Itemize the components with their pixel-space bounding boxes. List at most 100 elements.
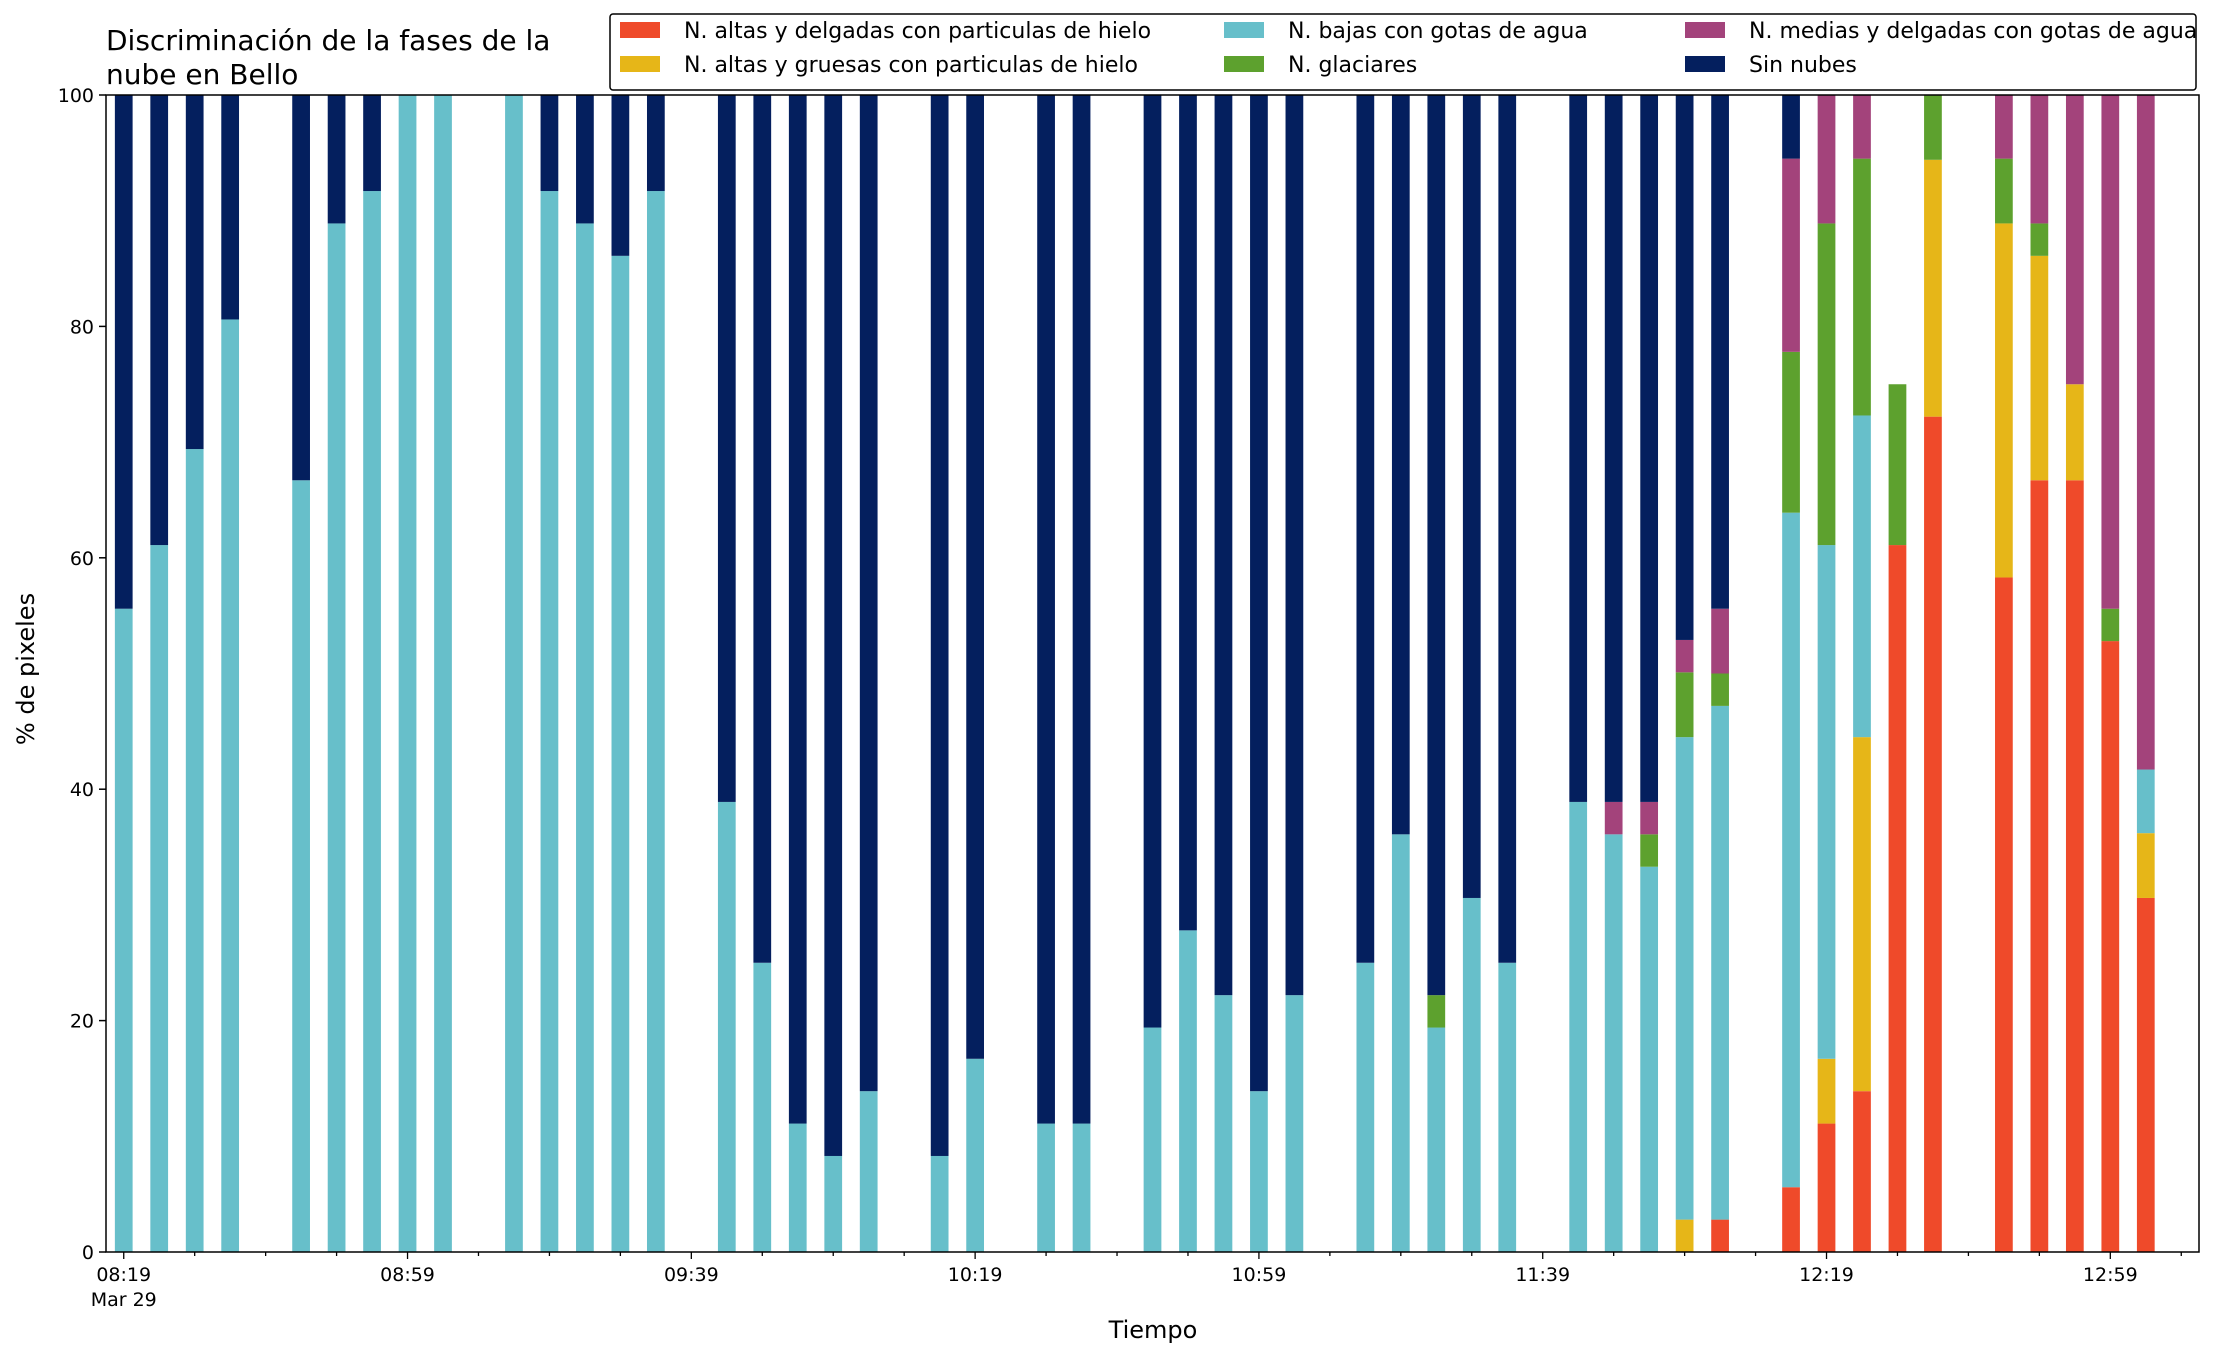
x-tick-label: 12:19: [1799, 1264, 1854, 1286]
bar-10:09: [540, 95, 559, 1252]
bar-segment-16:19-1: [1817, 1058, 1836, 1124]
bar-segment-17:29-3: [2101, 608, 2120, 642]
bar-16:34: [1924, 95, 1942, 1252]
bar-08:24: [150, 95, 169, 1252]
legend-label: N. bajas con gotas de agua: [1288, 19, 1588, 44]
bar-15:24: [1640, 95, 1659, 1252]
bar-11:09: [824, 95, 843, 1252]
bar-segment-17:34-4: [2136, 95, 2155, 770]
bar-segment-16:14-5: [1782, 95, 1800, 159]
bar-09:14: [363, 95, 381, 1252]
bar-segment-12:44-2: [1072, 1123, 1091, 1252]
bar-segment-08:24-2: [150, 545, 169, 1252]
bar-segment-11:09-5: [824, 95, 843, 1156]
bar-segment-11:54-5: [930, 95, 949, 1156]
bar-segment-14:14-2: [1356, 962, 1375, 1252]
bar-09:09: [327, 95, 346, 1253]
x-axis: 08:19 08:59 09:39 10:19 10:59 11:39 12:19 12:59…: [91, 1252, 2182, 1311]
bar-segment-15:29-3: [1675, 672, 1694, 738]
bar-segment-09:14-5: [363, 95, 381, 192]
bar-segment-15:34-2: [1711, 705, 1729, 1220]
y-tick-label: 80: [70, 316, 94, 338]
bar-segment-09:04-5: [292, 95, 310, 481]
x-tick-label: 08:59: [380, 1264, 435, 1286]
bar-12:44: [1072, 95, 1091, 1252]
bar-segment-17:19-4: [2030, 95, 2049, 224]
bar-segment-11:04-2: [788, 1123, 807, 1252]
x-date-label: Mar 29: [91, 1289, 157, 1311]
bar-segment-15:34-0: [1711, 1219, 1729, 1252]
bar-segment-15:24-3: [1640, 834, 1659, 867]
bar-segment-17:19-1: [2030, 255, 2049, 481]
y-axis-title: % de pixeles: [12, 593, 40, 745]
bar-segment-13:34-2: [1285, 995, 1304, 1252]
legend-item: N. glaciares: [1224, 53, 1417, 78]
legend-swatch: [620, 22, 660, 38]
bar-segment-15:29-5: [1675, 95, 1694, 640]
bar-16:24: [1853, 95, 1871, 1252]
bar-10:14: [576, 95, 594, 1253]
bar-segment-10:09-5: [540, 95, 559, 192]
y-tick-label: 100: [58, 85, 94, 107]
bar-13:29: [1250, 95, 1268, 1252]
bar-segment-11:59-2: [966, 1058, 984, 1252]
y-tick-label: 60: [70, 548, 94, 570]
bar-segment-13:24-2: [1214, 995, 1233, 1252]
bar-segment-14:29-5: [1462, 95, 1481, 898]
bar-segment-10:09-2: [540, 191, 559, 1252]
legend-swatch: [1685, 56, 1725, 72]
bar-segment-14:34-5: [1498, 95, 1517, 963]
bar-segment-11:54-2: [930, 1155, 949, 1252]
legend-swatch: [1224, 56, 1264, 72]
bar-segment-16:24-0: [1853, 1091, 1871, 1252]
bar-segment-17:14-0: [1995, 577, 2013, 1252]
bar-segment-14:29-2: [1462, 897, 1481, 1252]
bar-17:34: [2136, 95, 2155, 1252]
bar-segment-16:14-3: [1782, 351, 1800, 513]
legend-item: N. medias y delgadas con gotas de agua: [1685, 19, 2197, 44]
bar-segment-15:34-5: [1711, 95, 1729, 609]
bar-segment-15:24-4: [1640, 801, 1659, 835]
bar-segment-13:34-5: [1285, 95, 1304, 996]
bar-11:54: [930, 95, 949, 1252]
bar-segment-10:14-2: [576, 223, 594, 1253]
bar-segment-12:44-5: [1072, 95, 1091, 1124]
bar-segment-17:24-0: [2065, 480, 2084, 1252]
bar-11:04: [788, 95, 807, 1252]
bar-14:29: [1462, 95, 1481, 1252]
y-tick-label: 20: [70, 1011, 94, 1033]
bar-segment-09:09-5: [327, 95, 346, 224]
bar-segment-09:09-2: [327, 223, 346, 1253]
legend-swatch: [1224, 22, 1264, 38]
chart-title-line-1: Discriminación de la fases de la: [106, 24, 550, 57]
bar-segment-14:24-5: [1427, 95, 1446, 996]
bar-segment-08:24-5: [150, 95, 169, 546]
bar-15:34: [1711, 95, 1729, 1252]
legend-label: N. glaciares: [1288, 53, 1417, 78]
bar-segment-10:19-2: [611, 255, 630, 1252]
y-tick-label: 40: [70, 779, 94, 801]
bar-segment-16:19-0: [1817, 1123, 1836, 1252]
legend-item: N. bajas con gotas de agua: [1224, 19, 1588, 44]
bar-segment-11:14-2: [859, 1091, 878, 1252]
bar-segment-13:19-2: [1179, 930, 1197, 1252]
y-tick-label: 0: [82, 1242, 94, 1264]
bar-segment-17:29-4: [2101, 95, 2120, 609]
bar-segment-08:29-5: [185, 95, 204, 450]
bar-segment-15:29-4: [1675, 639, 1694, 673]
bar-segment-10:04-2: [505, 95, 523, 1252]
bar-13:14: [1143, 95, 1162, 1252]
bar-segment-14:24-3: [1427, 995, 1446, 1028]
x-tick-label: 09:39: [664, 1264, 719, 1286]
bar-segment-16:24-3: [1853, 158, 1871, 416]
bar-15:29: [1675, 95, 1694, 1252]
legend-swatch: [1685, 22, 1725, 38]
legend-frame: [609, 13, 2197, 91]
bar-12:39: [1037, 95, 1055, 1252]
bar-segment-17:19-0: [2030, 480, 2049, 1252]
bar-segment-11:14-5: [859, 95, 878, 1092]
legend-swatch: [620, 56, 660, 72]
bar-segment-11:59-5: [966, 95, 984, 1059]
bar-segment-13:19-5: [1179, 95, 1197, 931]
